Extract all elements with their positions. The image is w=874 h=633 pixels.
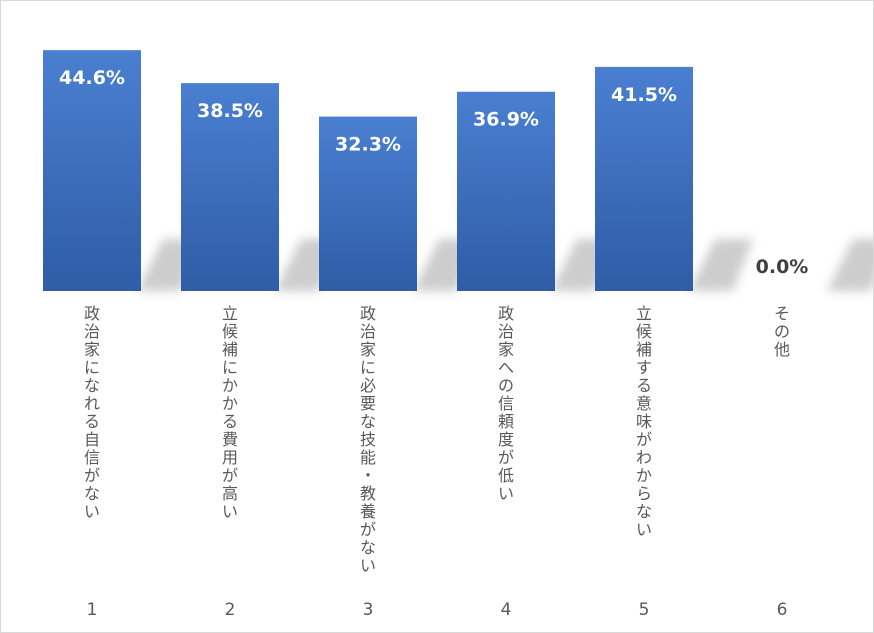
bar-value-label: 36.9% (473, 109, 539, 131)
category-label: 立候補にかかる費用が高い (222, 304, 238, 521)
bar-value-label: 32.3% (335, 134, 401, 156)
bar-value-label: 41.5% (611, 84, 677, 106)
bar-shadow (689, 239, 753, 291)
category-labels: 政治家になれる自信がない 立候補にかかる費用が高い 政治家に必要な技能・教養がない 政… (84, 304, 790, 575)
bar (457, 91, 555, 292)
bar (319, 116, 417, 291)
bar-value-label: 44.6% (59, 67, 125, 89)
bar-value-label: 0.0% (756, 256, 809, 278)
category-numbers: 1 2 3 4 5 6 (87, 600, 788, 620)
bar (181, 83, 279, 291)
category-label: 政治家に必要な技能・教養がない (360, 304, 376, 575)
bar-value-label: 38.5% (197, 100, 263, 122)
category-number: 2 (225, 600, 236, 620)
category-label: その他 (774, 304, 790, 359)
category-label: 政治家になれる自信がない (84, 304, 100, 521)
category-label: 政治家への信頼度が低い (498, 304, 514, 503)
bar-shadow (827, 239, 873, 291)
category-number: 1 (87, 600, 98, 620)
bars (43, 50, 693, 292)
category-label: 立候補する意味がわからない (636, 304, 652, 539)
bar (43, 50, 141, 291)
bar (595, 66, 693, 292)
category-number: 6 (777, 600, 788, 620)
category-number: 5 (639, 600, 650, 620)
category-number: 4 (501, 600, 512, 620)
value-labels: 44.6% 38.5% 32.3% 36.9% 41.5% 0.0% (59, 67, 808, 278)
category-number: 3 (363, 600, 374, 620)
